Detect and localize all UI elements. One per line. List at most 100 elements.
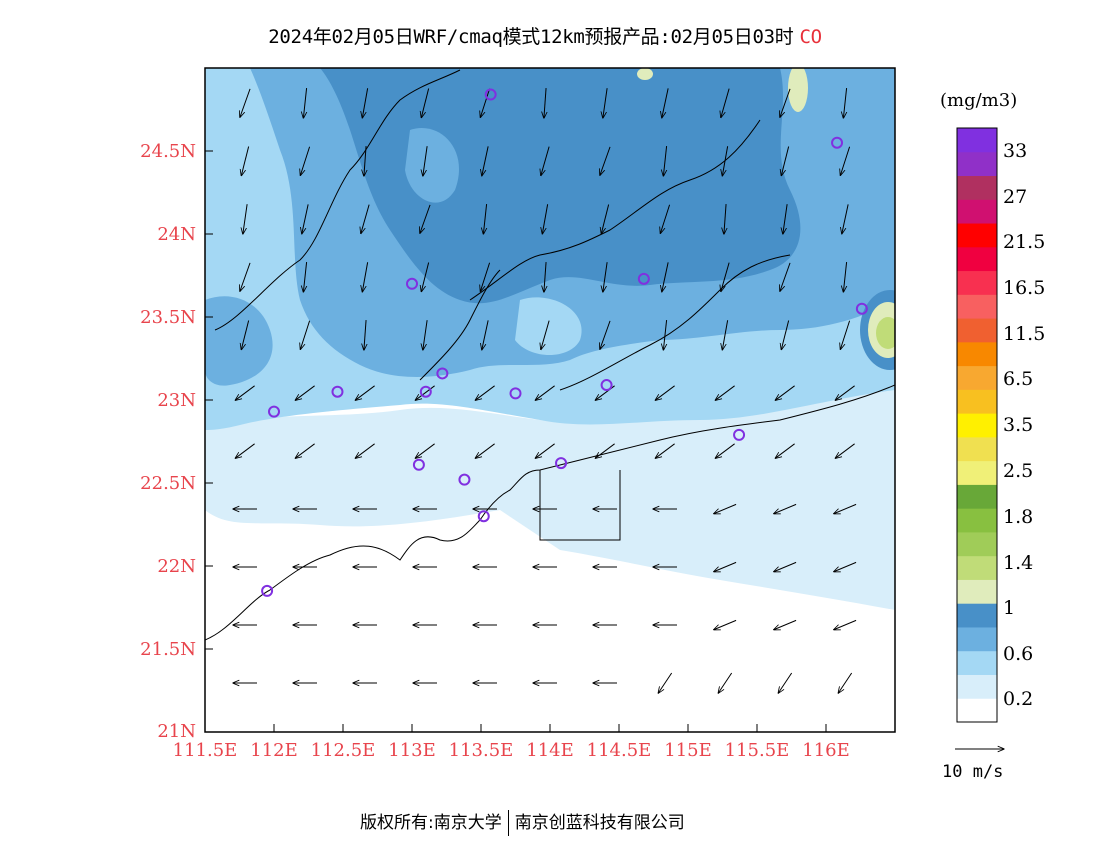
wind-vector	[783, 204, 788, 234]
colorbar-swatch	[957, 294, 997, 319]
station-marker	[419, 385, 432, 398]
colorbar-swatch	[957, 199, 997, 224]
wind-vector	[714, 619, 737, 629]
colorbar-label: 0.2	[1003, 688, 1034, 710]
station-marker	[458, 473, 471, 486]
colorbar-swatch	[957, 698, 997, 723]
lat-label-23n: 23N	[157, 390, 196, 411]
copyright-footer: 版权所有:南京大学 南京创蓝科技有限公司	[360, 808, 685, 836]
coastline	[205, 69, 895, 641]
lon-label-115-5e: 115.5E	[724, 740, 790, 761]
axis-ticks	[204, 150, 827, 733]
colorbar-swatch	[957, 674, 997, 699]
lon-label-114e: 114E	[526, 740, 574, 761]
wind-vector	[840, 146, 851, 176]
colorbar-label: 3.5	[1003, 414, 1034, 436]
station-marker	[637, 272, 650, 285]
wind-vector	[420, 204, 431, 233]
wind-vector	[241, 146, 250, 175]
colorbar-label: 27	[1003, 186, 1028, 208]
wind-vector	[774, 561, 797, 571]
wind-vector	[415, 385, 435, 400]
wind-vector	[241, 320, 250, 349]
wind-vector	[421, 262, 430, 291]
colorbar-swatch	[957, 270, 997, 295]
wind-vector	[715, 443, 735, 458]
wind-vector	[780, 88, 791, 117]
colorbar-label: 33	[1003, 140, 1028, 162]
wind-vector	[475, 443, 495, 458]
wind-vector	[718, 672, 733, 693]
station-marker	[477, 510, 490, 523]
colorbar-label: 0.6	[1003, 643, 1034, 665]
lon-label-113-5e: 113.5E	[448, 740, 514, 761]
wind-vector	[600, 320, 611, 349]
wind-vector	[775, 385, 795, 400]
wind-vector	[235, 443, 255, 458]
colorbar-swatch	[957, 128, 997, 153]
colorbar-swatch	[957, 341, 997, 367]
wind-vector	[535, 443, 555, 458]
colorbar-swatch	[957, 460, 997, 485]
lat-label-21-5n: 21.5N	[140, 639, 196, 660]
wind-vector	[355, 443, 375, 458]
colorbar-label: 11.5	[1003, 323, 1046, 345]
lon-label-112e: 112E	[250, 740, 298, 761]
wind-vector	[722, 146, 729, 176]
wind-vector	[601, 204, 610, 233]
species-label: CO	[799, 26, 822, 48]
wind-vector	[295, 385, 315, 400]
wind-vector	[603, 88, 608, 118]
wind-vector	[544, 262, 546, 292]
wind-vector	[835, 443, 855, 458]
wind-vector	[722, 320, 729, 350]
colorbar-swatch	[957, 555, 997, 580]
colorbar-swatch	[957, 436, 997, 462]
wind-vector	[715, 385, 735, 400]
wind-vector	[243, 204, 248, 234]
station-marker	[733, 428, 746, 441]
station-marker	[831, 136, 844, 149]
station-marker	[261, 584, 274, 597]
wind-vector	[544, 88, 546, 118]
colorbar-swatch	[957, 151, 997, 177]
colorbar-label: 6.5	[1003, 368, 1034, 390]
colorbar-label: 21.5	[1003, 231, 1046, 253]
wind-vector	[541, 146, 550, 176]
colorbar-swatch	[957, 389, 997, 414]
wind-vector	[482, 146, 489, 175]
lat-label-23-5n: 23.5N	[140, 307, 196, 328]
station-marker	[268, 405, 280, 418]
wind-vector	[295, 443, 315, 458]
colorbar-label: 1.4	[1003, 552, 1034, 574]
wind-vector	[603, 262, 608, 292]
colorbar-unit: (mg/m3)	[940, 90, 1018, 111]
wind-vector	[843, 262, 846, 292]
wind-vector	[842, 204, 849, 233]
lat-label-24n: 24N	[157, 224, 196, 245]
wind-vector	[781, 146, 790, 175]
wind-vector	[302, 204, 309, 233]
wind-vector	[541, 320, 550, 350]
colorbar-swatch	[957, 579, 997, 604]
colorbar-swatch	[957, 365, 997, 390]
colorbar-swatch	[957, 508, 997, 533]
wind-vector	[421, 88, 430, 117]
station-marker	[412, 458, 425, 471]
wind-reference-label: 10 m/s	[942, 762, 1004, 782]
colorbar-label: 16.5	[1003, 277, 1046, 299]
wind-vector	[300, 320, 311, 350]
wind-vector	[774, 619, 797, 629]
wind-vector	[658, 672, 673, 693]
copyright-owner: 版权所有:南京大学	[360, 813, 502, 833]
wind-vector	[600, 146, 611, 175]
wind-vector	[774, 503, 797, 513]
colorbar-swatch	[957, 413, 997, 438]
map-title: 2024年02月05日WRF/cmaq模式12km预报产品:02月05日03时 C…	[0, 22, 1090, 49]
wind-vector	[781, 320, 790, 349]
wind-vector	[655, 385, 675, 400]
wind-vector	[235, 385, 255, 400]
station-marker	[331, 385, 344, 398]
contour-1-west	[205, 296, 273, 386]
